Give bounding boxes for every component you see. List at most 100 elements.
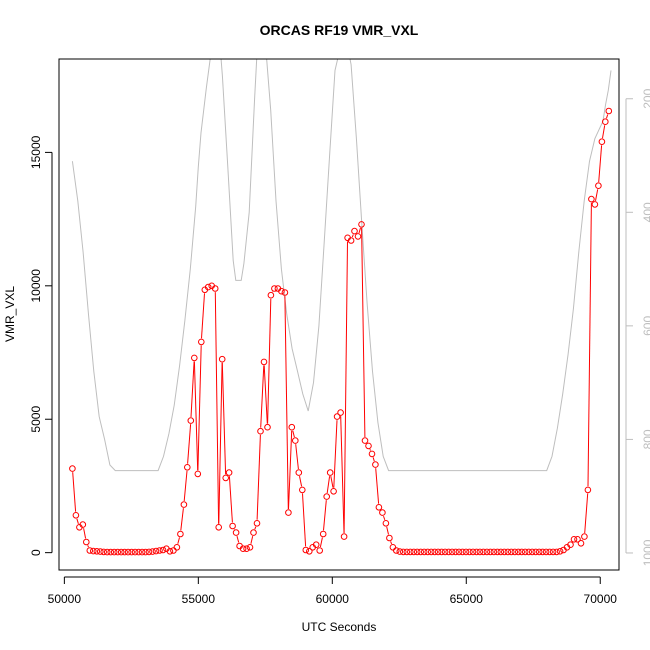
data-point	[330, 488, 337, 495]
data-point	[225, 469, 233, 476]
data-point	[72, 512, 80, 519]
series-segment	[76, 518, 79, 524]
secondary-tick-label: 800	[641, 429, 650, 449]
series-segment	[323, 500, 327, 531]
data-point	[142, 548, 149, 556]
data-point	[466, 548, 473, 556]
data-point	[145, 548, 153, 556]
data-point	[438, 548, 445, 556]
series-segment	[221, 362, 227, 475]
data-point	[382, 520, 390, 527]
data-point	[452, 548, 459, 556]
y-axis: 0 5000 10000 15000	[29, 135, 53, 556]
data-point	[326, 469, 334, 476]
series-segment	[602, 125, 606, 139]
series-segment	[606, 114, 609, 119]
data-point	[250, 529, 257, 536]
data-point	[243, 545, 250, 553]
series-segment	[361, 227, 366, 438]
data-point	[462, 548, 470, 556]
secondary-tick-label: 1000	[641, 539, 650, 566]
data-point	[570, 536, 578, 543]
data-point	[110, 548, 118, 556]
data-point	[365, 442, 372, 450]
data-point	[574, 536, 581, 543]
data-point	[480, 548, 487, 556]
series-segment	[584, 493, 589, 534]
data-point	[246, 544, 254, 551]
secondary-tick-label: 400	[641, 202, 650, 222]
data-point	[319, 530, 327, 538]
x-axis: 50000 55000 60000 65000 70000	[48, 576, 617, 606]
data-point	[281, 289, 289, 296]
series-segment	[319, 537, 323, 548]
secondary-series-line	[71, 59, 612, 472]
series-segment	[190, 361, 195, 418]
data-point	[602, 118, 609, 125]
data-point	[386, 534, 393, 542]
data-point	[302, 546, 310, 554]
data-point	[152, 547, 160, 555]
data-point	[159, 546, 167, 554]
data-point	[525, 548, 533, 556]
data-point	[117, 548, 125, 556]
data-point	[473, 548, 480, 556]
series-segment	[343, 241, 348, 534]
data-point	[577, 540, 585, 547]
series-segment	[358, 227, 361, 234]
data-point	[138, 548, 146, 556]
data-point	[375, 504, 383, 511]
data-point	[121, 548, 128, 556]
data-point	[354, 233, 362, 240]
data-point	[476, 548, 484, 556]
series-segment	[375, 468, 380, 504]
data-point	[79, 521, 87, 528]
data-point	[448, 548, 456, 556]
data-point	[490, 548, 498, 556]
data-point	[312, 541, 320, 549]
data-point	[239, 545, 247, 553]
data-point	[431, 548, 439, 556]
data-point	[591, 201, 599, 208]
data-point	[100, 548, 107, 556]
data-point	[198, 338, 205, 346]
data-point	[69, 465, 76, 472]
series-segment	[180, 508, 184, 531]
data-point	[553, 548, 560, 556]
data-point	[333, 413, 341, 420]
data-point	[124, 548, 132, 556]
x-tick-label: 55000	[182, 592, 216, 606]
data-point	[413, 548, 421, 556]
data-point	[211, 285, 219, 292]
data-point	[434, 548, 442, 556]
x-tick-label: 65000	[450, 592, 484, 606]
series-segment	[302, 493, 307, 547]
primary-series-layer	[69, 107, 613, 556]
data-point	[424, 548, 432, 556]
chart-title: ORCAS RF19 VMR_VXL	[260, 22, 419, 38]
series-segment	[333, 420, 338, 488]
data-point	[379, 509, 386, 516]
data-point	[539, 548, 546, 556]
data-point	[521, 548, 529, 556]
series-segment	[288, 430, 293, 510]
secondary-tick-label: 600	[641, 316, 650, 336]
data-point	[295, 469, 303, 476]
data-point	[459, 548, 466, 556]
series-segment	[326, 476, 331, 494]
data-point	[215, 524, 222, 531]
data-point	[340, 533, 348, 540]
series-segment	[260, 365, 265, 428]
series-segment	[250, 535, 254, 544]
data-point	[194, 470, 202, 478]
data-point	[222, 474, 229, 482]
series-segment	[177, 537, 180, 544]
data-point	[103, 548, 111, 556]
data-point	[483, 548, 491, 556]
data-point	[97, 548, 104, 555]
data-point	[253, 520, 261, 527]
data-point	[403, 548, 411, 556]
secondary-series-layer	[71, 59, 612, 472]
data-point	[358, 221, 365, 228]
